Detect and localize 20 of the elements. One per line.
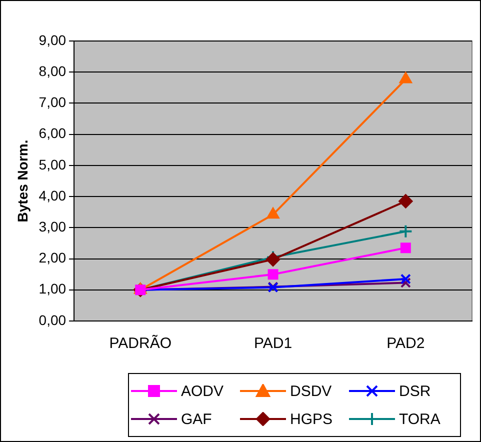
y-tick-label: 0,00 [38, 312, 66, 328]
x-tick-label: PAD1 [254, 335, 292, 352]
y-tick-label: 5,00 [38, 156, 66, 172]
legend-label: AODV [181, 382, 224, 400]
y-axis-title: Bytes Norm. [14, 140, 30, 222]
y-tick-label: 7,00 [38, 94, 66, 110]
x-tick-label: PADRÃO [109, 334, 172, 352]
legend-label: HGPS [290, 410, 333, 428]
y-tick-label: 3,00 [38, 218, 66, 235]
legend-label: DSR [399, 382, 431, 400]
legend-label: GAF [181, 410, 212, 428]
y-tick-label: 8,00 [38, 62, 66, 79]
y-tick-label: 6,00 [38, 125, 66, 142]
legend-label: DSDV [290, 382, 332, 400]
x-tick-label: PAD2 [386, 335, 425, 352]
legend-label: TORA [399, 410, 440, 428]
y-tick-label: 1,00 [38, 280, 66, 297]
y-tick-label: 2,00 [38, 250, 66, 266]
y-tick-label: 9,00 [38, 32, 66, 48]
y-tick-label: 4,00 [38, 187, 66, 204]
